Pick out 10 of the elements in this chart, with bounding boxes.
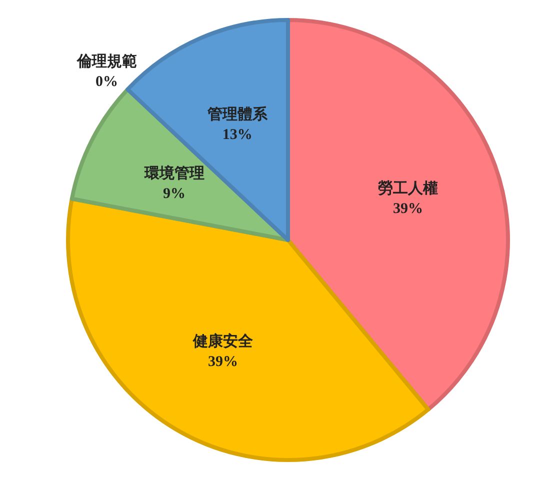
- data-label: 39%: [393, 200, 424, 217]
- data-label: 13%: [222, 126, 252, 143]
- slice-label: 健康安全: [192, 332, 254, 350]
- slice-label: 管理體系: [206, 106, 268, 123]
- category-label: 倫理規範: [76, 54, 137, 70]
- slice-label: 環境管理: [143, 164, 204, 182]
- text: 0%: [96, 74, 118, 90]
- data-label: 39%: [208, 354, 238, 370]
- data-label: 9%: [163, 186, 186, 202]
- slice-label: 勞工人權: [377, 180, 438, 197]
